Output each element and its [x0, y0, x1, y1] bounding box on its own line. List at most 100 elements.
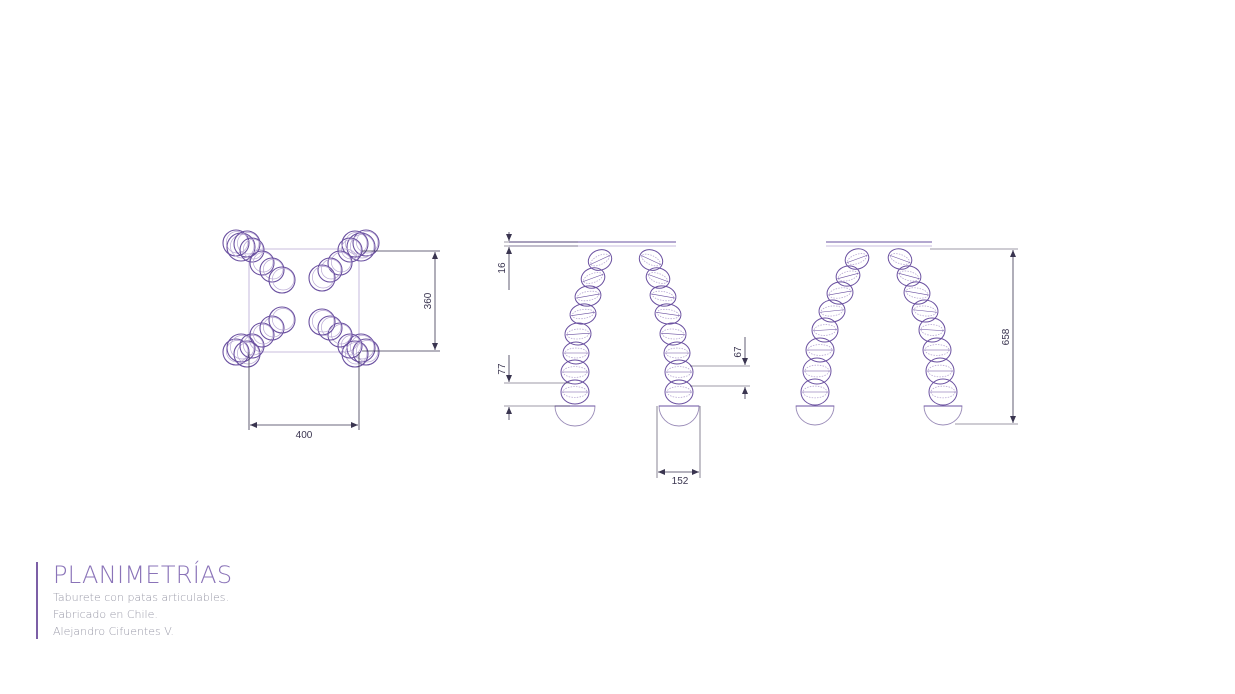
front-left-leg [554, 249, 613, 427]
ring [341, 230, 369, 258]
ring [341, 340, 369, 368]
joint-seam [571, 312, 595, 316]
dimension-658-label: 658 [1001, 328, 1012, 345]
ring [268, 306, 296, 334]
ring [226, 333, 256, 363]
ring-inner [331, 252, 352, 273]
ring-inner [345, 232, 368, 255]
dimension-16: 16 [497, 232, 578, 290]
ring [317, 315, 343, 341]
joint-bead [638, 249, 664, 271]
joint-bead [659, 322, 687, 346]
joint-seam [661, 332, 685, 336]
ring-inner [243, 239, 264, 260]
joint-bead [562, 341, 590, 365]
dimension-152-label: 152 [672, 476, 689, 487]
joint-seam [651, 293, 675, 299]
joint-bead [560, 379, 590, 405]
joint-seam [813, 329, 837, 331]
ring-inner [312, 310, 335, 333]
ring [352, 229, 380, 257]
page-title: PLANIMETRÍAS [53, 561, 233, 589]
side-left-leg [795, 248, 870, 426]
joint-bead [925, 357, 955, 385]
ring [233, 340, 261, 368]
joint-bead [928, 378, 958, 406]
ring-inner [253, 252, 274, 273]
joint-bead [560, 359, 590, 385]
ring [249, 322, 275, 348]
joint-bead [800, 378, 830, 406]
ring [239, 237, 265, 263]
joint-seam [913, 309, 937, 313]
joint-seam [656, 312, 680, 316]
description-line-1: Taburete con patas articulables. [53, 591, 229, 604]
joint-bead [811, 317, 839, 343]
description-line-3: Alejandro Cifuentes V. [53, 625, 174, 638]
leg-bottom-right [308, 308, 380, 368]
joint-bead [805, 337, 835, 363]
joint-seam [889, 254, 911, 264]
joint-bead [918, 317, 946, 343]
joint-bead [574, 285, 602, 307]
ring [239, 333, 265, 359]
dimension-77: 77 [497, 355, 570, 420]
joint-seam [837, 272, 859, 280]
ring [337, 237, 363, 263]
ring-inner [237, 232, 260, 255]
caption-block: PLANIMETRÍAS Taburete con patas articula… [36, 562, 232, 639]
ring [308, 264, 336, 292]
joint-seam [582, 273, 604, 283]
joint-seam [920, 329, 944, 331]
description-line-2: Fabricado en Chile. [53, 608, 158, 621]
foot [658, 405, 700, 427]
joint-seam [846, 254, 868, 264]
dimension-360-label: 360 [423, 292, 434, 309]
ring [259, 257, 285, 283]
front-right-leg [638, 249, 700, 427]
ring-inner [356, 231, 379, 254]
joint-bead [664, 359, 694, 385]
joint-bead [818, 299, 846, 323]
dimension-360: 360 [362, 250, 440, 352]
leg-top-right [308, 229, 380, 292]
joint-bead [587, 249, 613, 271]
joint-seam [576, 293, 600, 299]
ring [249, 250, 275, 276]
joint-seam [905, 290, 929, 296]
ring-inner [263, 317, 284, 338]
ring-inner [253, 324, 274, 345]
joint-seam [647, 273, 669, 283]
joint-bead [802, 357, 832, 385]
joint-bead [663, 341, 691, 365]
side-view: 658 [795, 241, 1018, 426]
foot [795, 405, 835, 426]
joint-bead [664, 379, 694, 405]
ring-inner [312, 266, 335, 289]
ring-inner [272, 268, 295, 291]
dimension-400: 400 [248, 352, 360, 441]
dimension-77-label: 77 [497, 363, 508, 375]
joint-bead [911, 299, 939, 323]
ring-inner [272, 308, 295, 331]
joint-seam [589, 255, 611, 265]
joint-bead [564, 322, 592, 346]
joint-seam [828, 290, 852, 296]
dimension-67-label: 67 [733, 346, 744, 358]
dimension-16-label: 16 [497, 262, 508, 274]
ring-inner [263, 259, 284, 280]
joint-seam [640, 255, 662, 265]
ring-inner [321, 259, 342, 280]
leg-top-left [222, 229, 296, 294]
ring-inner [230, 335, 255, 360]
joint-seam [820, 309, 844, 313]
ring [308, 308, 336, 336]
joint-bead [887, 248, 913, 270]
dimension-400-label: 400 [296, 430, 313, 441]
ring [317, 257, 343, 283]
ring-inner [321, 317, 342, 338]
front-view: 16 77 67 152 [497, 232, 750, 487]
ring [259, 315, 285, 341]
ring [352, 338, 380, 366]
